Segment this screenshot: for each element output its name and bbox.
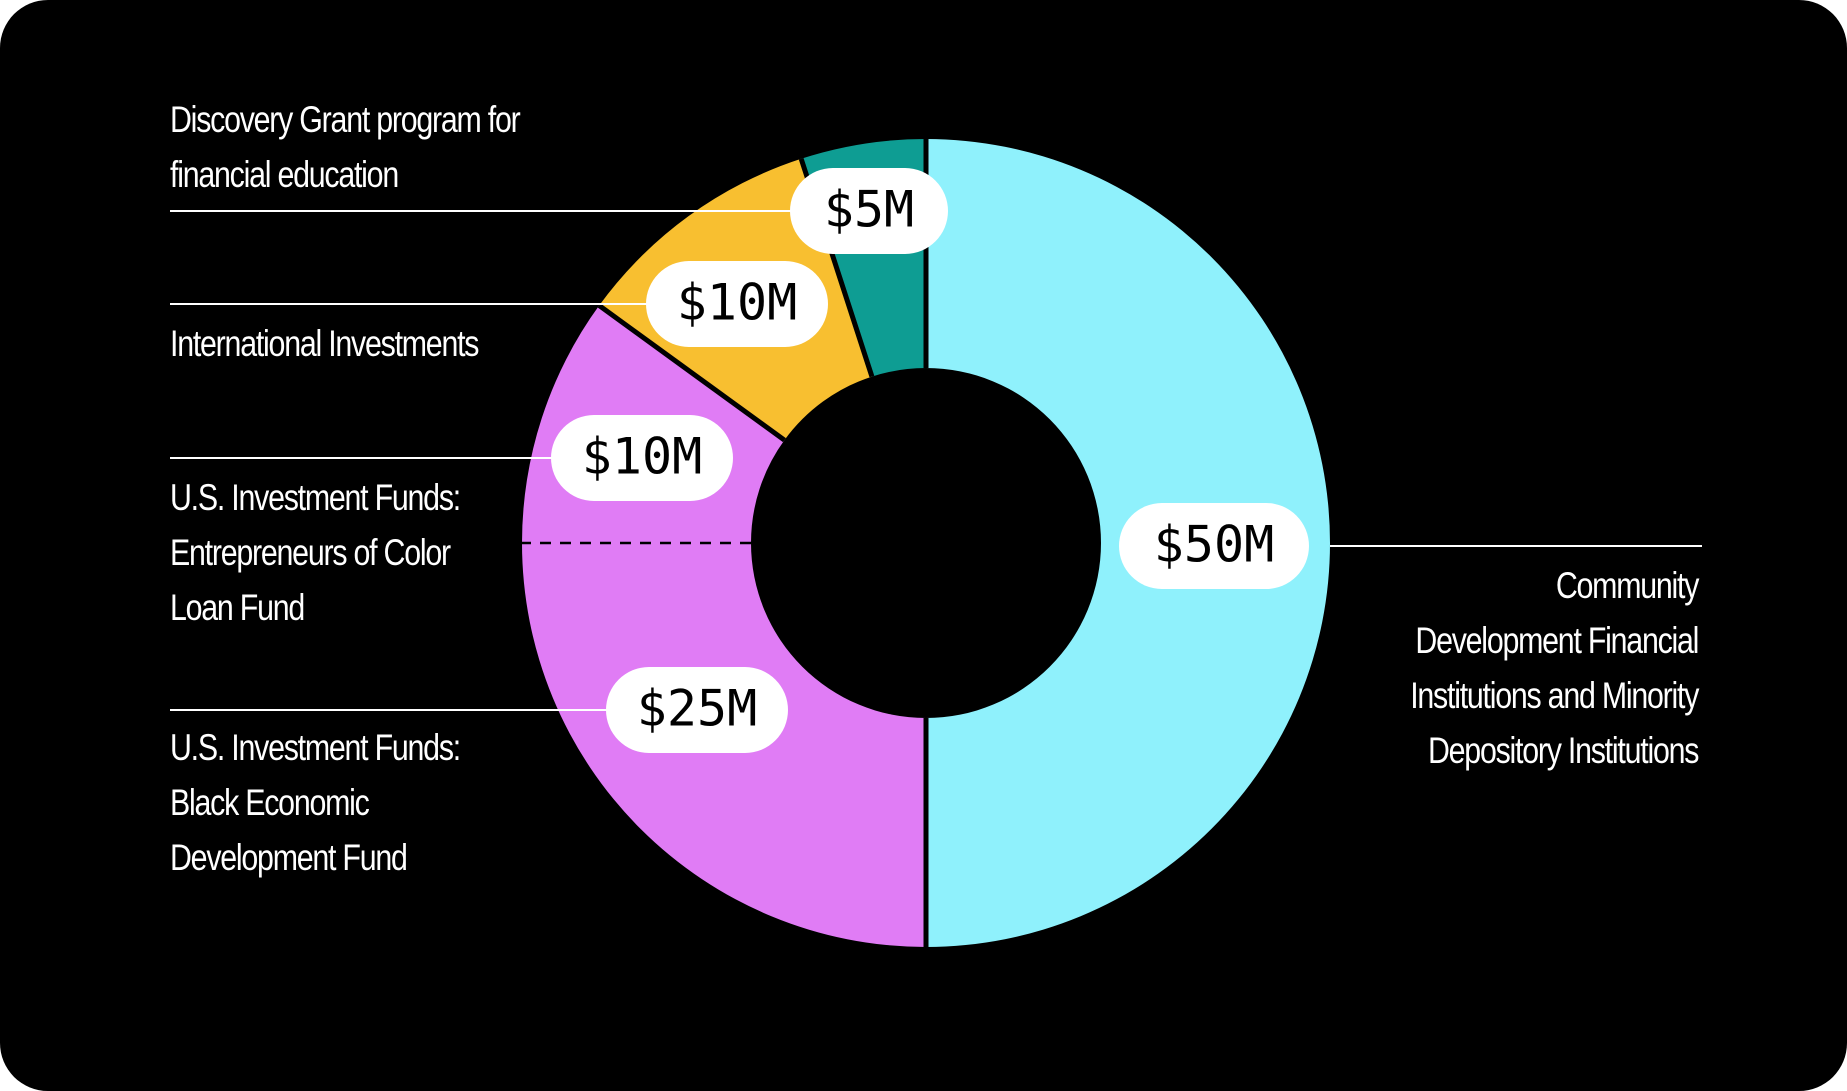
label-international-investments: International Investments — [170, 316, 479, 371]
label-line: Black Economic — [170, 782, 370, 823]
label-line: U.S. Investment Funds: — [170, 477, 461, 518]
value-pill — [1119, 503, 1309, 589]
label-line: Institutions and Minority — [1410, 675, 1699, 716]
pills-layer: $50M $25M $10M $10M $5M — [551, 168, 1309, 753]
label-line: Loan Fund — [170, 587, 305, 628]
label-line: Entrepreneurs of Color — [170, 532, 451, 573]
value-pill — [606, 667, 788, 753]
value-label: $25M — [637, 680, 757, 738]
leaders-layer — [170, 210, 1702, 711]
label-line: financial education — [170, 154, 399, 195]
value-pill — [790, 168, 948, 254]
value-label: $10M — [677, 274, 797, 332]
label-cdfi-mdi: Community Development Financial Institut… — [1410, 558, 1700, 778]
label-line: Depository Institutions — [1427, 730, 1699, 771]
label-line: Discovery Grant program for — [170, 99, 521, 140]
label-entrepreneurs-of-color: U.S. Investment Funds: Entrepreneurs of … — [170, 470, 461, 635]
label-black-economic-development: U.S. Investment Funds: Black Economic De… — [170, 720, 461, 885]
value-label: $5M — [824, 181, 914, 239]
label-line: Development Fund — [170, 837, 408, 878]
label-line: U.S. Investment Funds: — [170, 727, 461, 768]
label-line: International Investments — [170, 323, 479, 364]
label-line: Development Financial — [1415, 620, 1699, 661]
label-discovery-grant: Discovery Grant program for financial ed… — [170, 92, 521, 202]
value-pill — [646, 261, 828, 347]
value-pill — [551, 415, 733, 501]
value-label: $10M — [582, 428, 702, 486]
divider — [597, 303, 786, 443]
value-label: $50M — [1154, 516, 1274, 574]
label-line: Community — [1555, 565, 1700, 606]
